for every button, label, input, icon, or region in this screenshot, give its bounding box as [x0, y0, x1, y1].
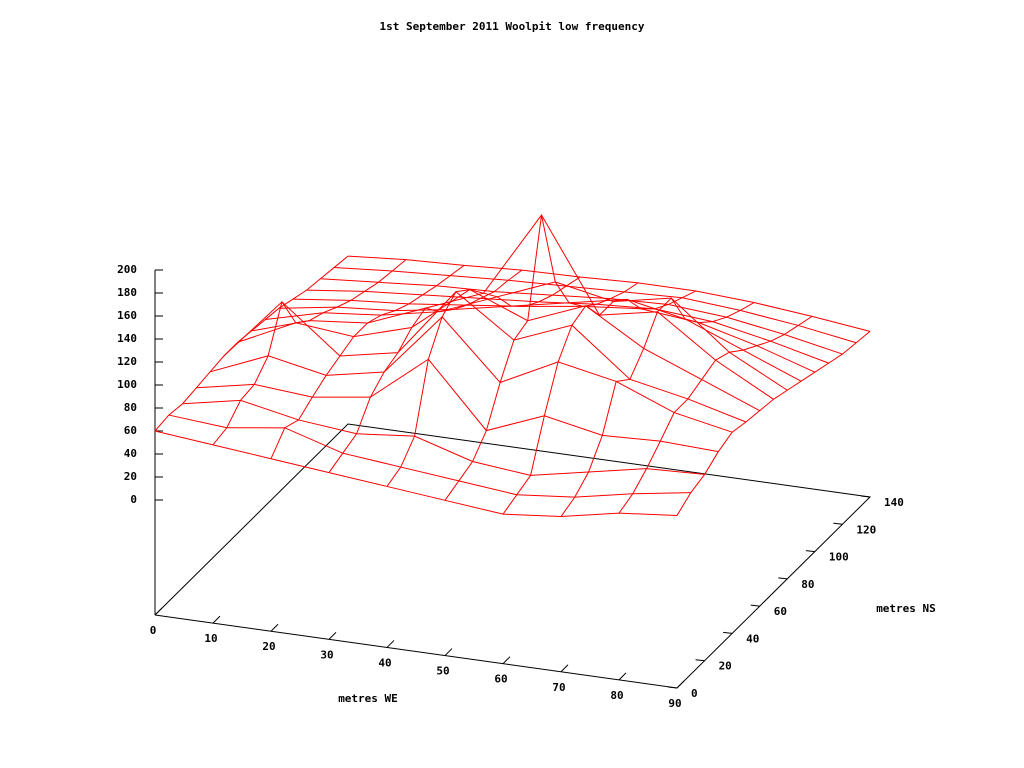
x-tick	[386, 640, 395, 648]
surface-row	[292, 298, 816, 373]
surface-column	[444, 214, 639, 501]
surface-row	[210, 316, 733, 433]
x-tick-label: 10	[204, 632, 217, 645]
chart-title: 1st September 2011 Woolpit low frequency	[380, 20, 645, 33]
x-tick-label: 90	[668, 697, 681, 710]
x-tick-label: 80	[610, 689, 623, 702]
y-tick-label: 80	[801, 578, 814, 591]
z-tick-label: 140	[117, 332, 137, 345]
surface-column	[502, 290, 697, 515]
surface-row	[237, 289, 760, 412]
y-tick	[805, 550, 815, 553]
x-tick	[444, 648, 453, 656]
z-tick-label: 200	[117, 263, 137, 276]
surface-row	[154, 430, 678, 518]
y-tick-label: 100	[829, 551, 849, 564]
surface-row	[320, 278, 843, 355]
surface-column	[676, 331, 871, 516]
surface-row	[168, 414, 691, 498]
surface-row	[251, 214, 774, 400]
surface-row	[279, 298, 802, 382]
surface-row	[196, 358, 719, 453]
z-tick-label: 40	[124, 447, 137, 460]
x-tick	[560, 664, 569, 673]
x-tick	[502, 656, 511, 665]
surface-column	[560, 297, 755, 517]
z-tick-label: 100	[117, 378, 137, 391]
y-tick	[833, 522, 843, 525]
surface-row	[223, 291, 747, 423]
x-tick-label: 20	[262, 640, 275, 653]
surface-row	[347, 255, 871, 332]
z-tick-label: 160	[117, 309, 137, 322]
surface-column	[270, 265, 465, 459]
x-tick-label: 60	[494, 673, 507, 686]
y-tick	[667, 686, 678, 689]
x-tick	[618, 672, 627, 681]
y-tick-label: 120	[856, 523, 876, 536]
y-tick-label: 0	[691, 687, 698, 700]
y-tick-label: 140	[884, 496, 904, 509]
x-tick-label: 30	[320, 648, 333, 661]
surface-column	[386, 276, 581, 487]
x-tick	[328, 631, 337, 640]
surface-column	[212, 259, 407, 446]
z-tick-label: 20	[124, 470, 137, 483]
surface-column	[618, 315, 813, 514]
y-tick	[750, 604, 760, 607]
x-tick	[676, 680, 685, 689]
z-tick-label: 60	[124, 424, 137, 437]
z-tick-label: 180	[117, 286, 137, 299]
y-tick-label: 20	[719, 660, 732, 673]
surface-row	[265, 281, 788, 391]
y-tick-label: 40	[746, 632, 759, 645]
y-tick	[723, 631, 733, 634]
z-tick-label: 0	[130, 493, 137, 506]
y-tick-label: 60	[774, 605, 787, 618]
surface-column	[328, 269, 523, 473]
x-tick-label: 70	[552, 681, 565, 694]
x-tick	[212, 615, 221, 624]
surface-column	[154, 255, 349, 432]
surface-row	[182, 399, 705, 476]
z-tick-label: 120	[117, 355, 137, 368]
y-tick	[860, 495, 871, 498]
x-tick	[154, 607, 163, 616]
y-tick	[778, 577, 788, 580]
x-tick	[270, 623, 279, 632]
x-axis-label: metres WE	[338, 692, 398, 705]
surface-row	[334, 266, 857, 344]
y-axis-label: metres NS	[876, 602, 936, 615]
x-tick-label: 40	[378, 656, 391, 669]
x-tick-label: 0	[150, 624, 157, 637]
y-tick	[695, 659, 705, 662]
x-tick-label: 50	[436, 665, 449, 678]
z-tick-label: 80	[124, 401, 137, 414]
